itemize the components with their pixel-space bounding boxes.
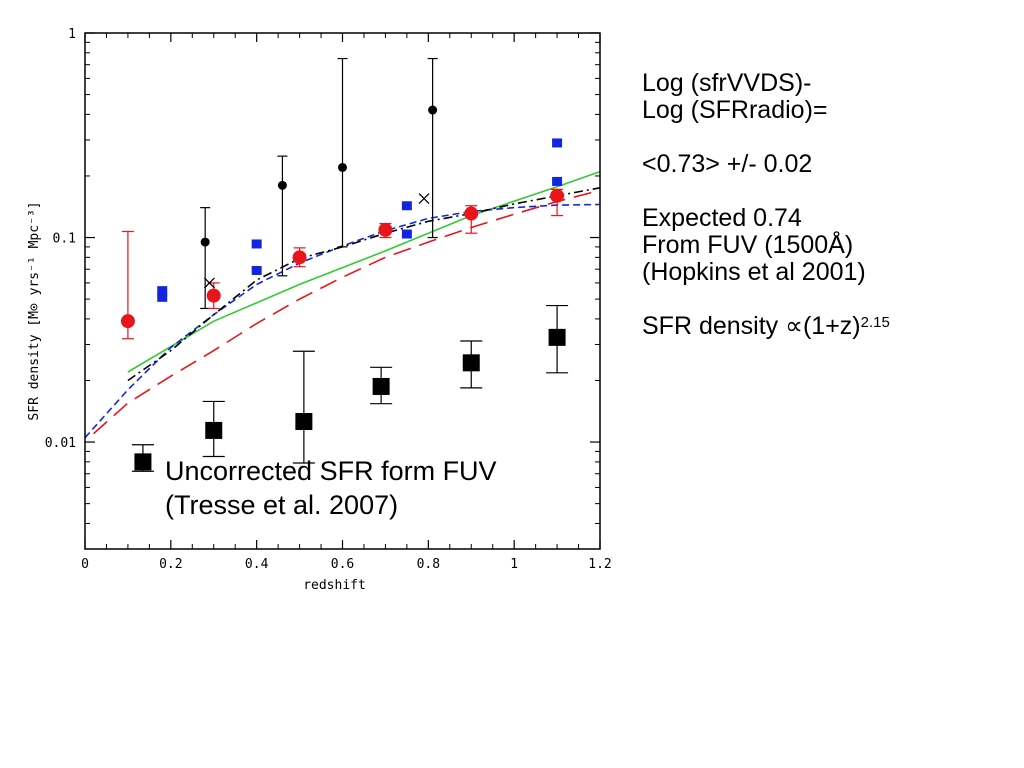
data-point-square-large — [295, 413, 313, 431]
legend-line-1: Uncorrected SFR form FUV — [165, 456, 497, 486]
data-point-square-small — [157, 292, 168, 302]
data-point-circle-small — [200, 237, 210, 247]
data-point-circle-small — [428, 105, 438, 115]
data-point-cross — [203, 277, 215, 289]
data-point-square-small — [251, 265, 262, 275]
y-tick-label: 1 — [68, 27, 76, 42]
y-tick-label: 0.1 — [53, 232, 76, 247]
data-point-square-small — [251, 239, 262, 249]
legend-label: Uncorrected SFR form FUV (Tresse et al. … — [165, 454, 497, 522]
data-point-circle-small — [277, 180, 287, 190]
data-point-circle-large — [292, 250, 307, 265]
sfr-density-exponent: 2.15 — [860, 314, 890, 331]
data-point-square-small — [157, 286, 168, 296]
model-curve-long-dash — [93, 189, 601, 435]
data-point-circle-small — [338, 162, 347, 172]
x-tick-label: 0.4 — [245, 557, 269, 572]
sfr-density-relation: SFR density ∝(1+z) — [642, 312, 861, 340]
annotation-line-1: Log (sfrVVDS)- — [642, 69, 812, 97]
annotation-line-6: (Hopkins et al 2001) — [642, 258, 866, 286]
x-tick-label: 0.6 — [331, 557, 354, 572]
annotation-line-7: SFR density ∝(1+z)2.15 — [642, 313, 890, 340]
x-tick-label: 0.2 — [159, 557, 182, 572]
annotation-line-4: Expected 0.74 — [642, 204, 802, 232]
annotation-line-3: <0.73> +/- 0.02 — [642, 150, 813, 178]
y-tick-label: 0.01 — [45, 436, 76, 451]
data-point-circle-large — [378, 222, 393, 237]
x-tick-label: 0 — [81, 557, 89, 572]
x-tick-label: 1.2 — [588, 557, 611, 572]
annotation-line-2: Log (SFRradio)= — [642, 96, 828, 124]
data-points — [120, 57, 569, 472]
data-point-cross — [418, 193, 430, 205]
data-point-square-small — [552, 138, 563, 148]
data-point-square-large — [548, 328, 566, 346]
annotation-text-block: Log (sfrVVDS)- Log (SFRradio)= <0.73> +/… — [642, 70, 890, 340]
annotation-line-5: From FUV (1500Å) — [642, 231, 854, 259]
x-tick-label: 0.8 — [417, 557, 440, 572]
data-point-square-small — [552, 176, 563, 186]
data-point-square-large — [205, 421, 223, 439]
data-point-square-large — [372, 377, 390, 395]
model-curve-solid — [127, 170, 601, 373]
data-point-square-small — [401, 229, 412, 239]
data-point-circle-large — [550, 188, 565, 203]
data-point-square-large — [462, 354, 480, 372]
x-axis-title: redshift — [303, 578, 366, 593]
legend-line-2: (Tresse et al. 2007) — [165, 490, 399, 520]
data-point-circle-large — [206, 288, 221, 303]
data-point-circle-large — [120, 314, 135, 329]
data-point-square-large — [134, 453, 152, 471]
axes: 0 0.2 0.4 0.6 0.8 1 1.2 0.01 0.1 1 redshift SFR den… — [27, 27, 612, 593]
model-curve-dash-dot — [127, 187, 601, 382]
x-tick-label: 1 — [510, 557, 518, 572]
y-axis-title: SFR density [M⊙ yrs⁻¹ Mpc⁻³] — [27, 201, 42, 420]
data-point-circle-large — [464, 206, 479, 221]
data-point-square-small — [401, 201, 412, 211]
